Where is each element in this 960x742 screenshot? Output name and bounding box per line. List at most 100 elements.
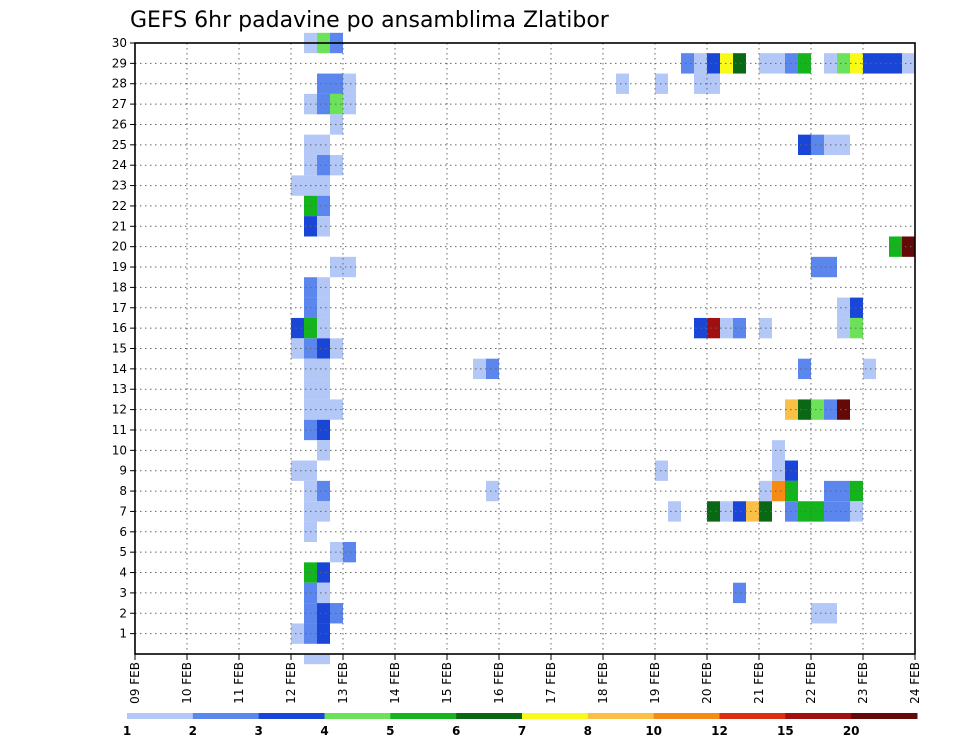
colorbar-label: 20 [843, 724, 860, 738]
x-tick-label: 16 FEB [492, 662, 506, 704]
x-tick-label: 13 FEB [336, 662, 350, 704]
grid-layer [135, 42, 915, 654]
colorbar-swatch [127, 713, 194, 719]
precip-cell [317, 562, 330, 583]
y-tick-label: 19 [112, 260, 127, 274]
precip-cell [616, 73, 629, 94]
precip-cell [317, 338, 330, 359]
precip-cell [668, 501, 681, 522]
precip-cell [486, 358, 499, 380]
precip-cell [811, 256, 824, 278]
y-tick-label: 8 [119, 484, 127, 498]
y-tick-label: 2 [119, 606, 127, 620]
precip-cell [837, 134, 850, 156]
x-tick-label: 23 FEB [856, 662, 870, 704]
precip-cell [317, 358, 330, 380]
colorbar-swatch [324, 713, 391, 719]
y-tick-label: 13 [112, 382, 127, 396]
y-tick-label: 22 [112, 199, 127, 213]
precip-cell [317, 440, 330, 461]
colorbar-label: 4 [320, 724, 328, 738]
y-tick-label: 14 [112, 362, 127, 376]
precip-cell [811, 134, 824, 156]
y-tick-label: 6 [119, 525, 127, 539]
colorbar-label: 10 [645, 724, 662, 738]
precip-cell [681, 53, 694, 74]
x-tick-label: 15 FEB [440, 662, 454, 704]
x-tick-label: 17 FEB [544, 662, 558, 704]
precip-cell [837, 53, 850, 74]
precip-cell [317, 155, 330, 176]
y-tick-label: 5 [119, 545, 127, 559]
colorbar-label: 8 [584, 724, 592, 738]
precip-cell [317, 277, 330, 298]
precip-cell [772, 460, 785, 481]
precip-cell [837, 480, 850, 502]
x-tick-label: 24 FEB [908, 662, 922, 704]
colorbar-swatch [456, 713, 523, 719]
colorbar-label: 6 [452, 724, 460, 738]
precip-cell [317, 623, 330, 644]
x-axis-ticks: 09 FEB 10 FEB 11 FEB 12 FEB 13 FEB 14 FEB 15 F… [128, 654, 922, 704]
y-tick-label: 12 [112, 403, 127, 417]
precip-cell [317, 175, 330, 196]
colorbar-label: 12 [711, 724, 728, 738]
precip-cell [343, 541, 356, 563]
precip-cell [473, 358, 486, 380]
colorbar-label: 1 [123, 724, 131, 738]
x-tick-label: 21 FEB [752, 662, 766, 704]
precip-cell [317, 582, 330, 604]
colorbar-label: 15 [777, 724, 794, 738]
precip-cell [837, 317, 850, 339]
colorbar-label: 7 [518, 724, 526, 738]
precip-cell [733, 582, 746, 604]
y-axis-ticks: 1234567891011121314151617181920212223242… [112, 36, 135, 641]
colorbar-swatch [851, 713, 918, 719]
precip-cell [291, 460, 304, 481]
y-tick-label: 27 [112, 97, 127, 111]
y-tick-label: 3 [119, 586, 127, 600]
colorbar-swatch [719, 713, 786, 719]
precip-cell [317, 399, 330, 420]
precip-cell [811, 603, 824, 624]
x-tick-label: 09 FEB [128, 662, 142, 704]
precip-cell [798, 53, 811, 74]
y-tick-label: 23 [112, 179, 127, 193]
y-tick-label: 30 [112, 36, 127, 50]
precip-cell [733, 317, 746, 339]
y-tick-label: 16 [112, 321, 127, 335]
precip-cell [811, 399, 824, 420]
y-tick-label: 1 [119, 627, 127, 641]
precip-cell [733, 501, 746, 522]
precip-cell [798, 134, 811, 156]
precip-cell [837, 501, 850, 522]
y-tick-label: 25 [112, 138, 127, 152]
y-tick-label: 26 [112, 117, 127, 131]
precip-cell [291, 317, 304, 339]
y-tick-label: 21 [112, 219, 127, 233]
x-tick-label: 19 FEB [648, 662, 662, 704]
colorbar: 1 2 3 4 5 6 7 8 10 12 15 20 [123, 713, 918, 738]
precip-cell [317, 603, 330, 624]
precip-cell [798, 358, 811, 380]
colorbar-swatch [785, 713, 852, 719]
precip-cell [317, 379, 330, 400]
precip-cell [798, 399, 811, 420]
x-tick-label: 14 FEB [388, 662, 402, 704]
precip-cell [811, 501, 824, 522]
precip-cell [902, 236, 915, 257]
x-tick-label: 20 FEB [700, 662, 714, 704]
precip-cell [772, 53, 785, 74]
precip-cell [317, 419, 330, 441]
y-tick-label: 4 [119, 566, 127, 580]
x-tick-label: 18 FEB [596, 662, 610, 704]
precip-cell [291, 623, 304, 644]
precip-cell [317, 93, 330, 115]
y-tick-label: 11 [112, 423, 127, 437]
colorbar-label: 5 [386, 724, 394, 738]
x-tick-label: 22 FEB [804, 662, 818, 704]
y-tick-label: 15 [112, 342, 127, 356]
precip-cell [317, 317, 330, 339]
precip-cell [317, 216, 330, 237]
precip-cell [746, 501, 759, 522]
